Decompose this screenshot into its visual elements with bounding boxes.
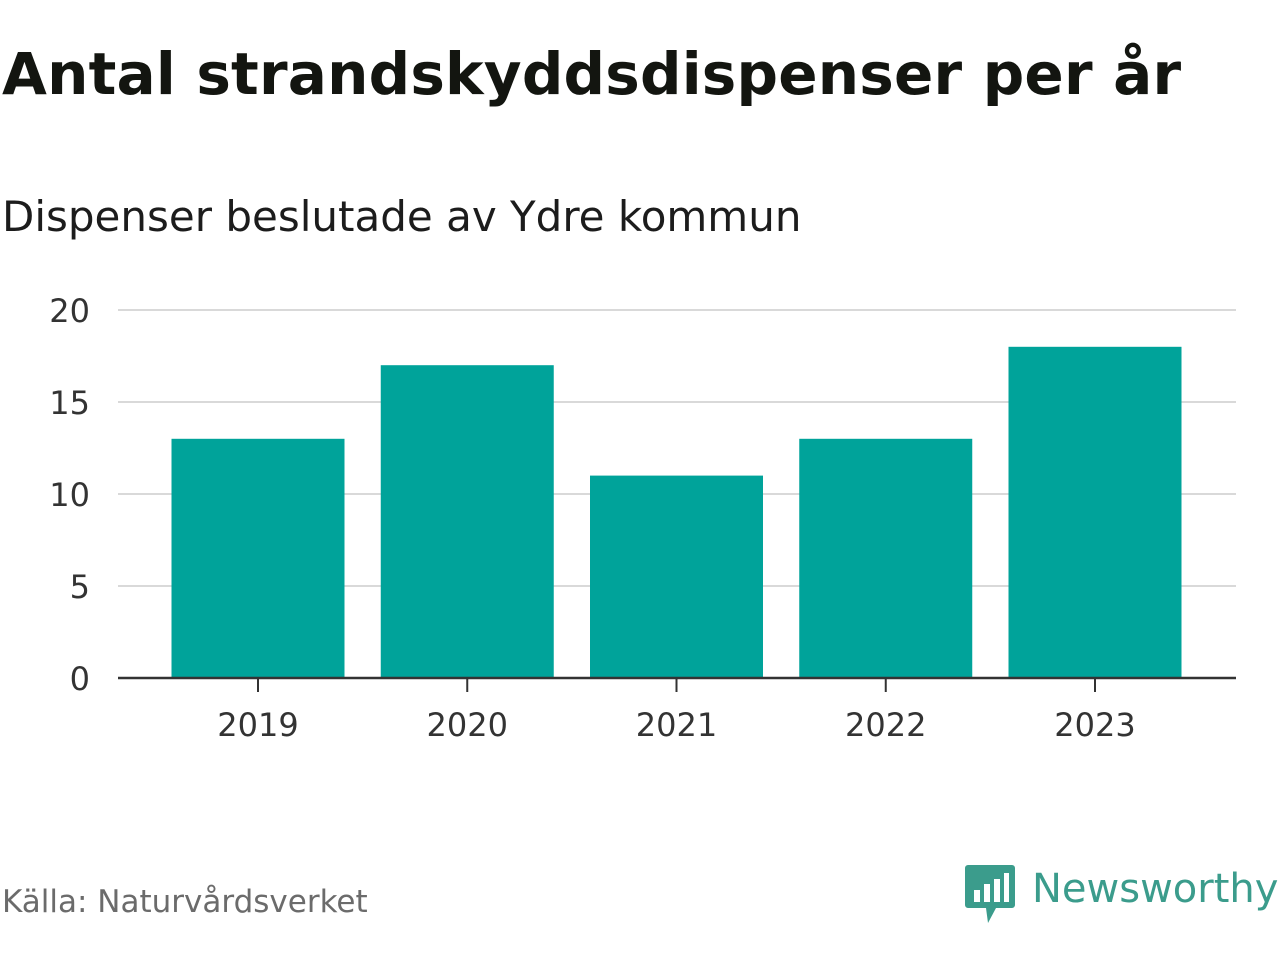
- bar-chart: 0 5 10 15 20 2019 2020 2021 2022 2023: [49, 292, 1236, 744]
- chart-title: Antal strandskyddsdispenser per år: [2, 40, 1182, 108]
- x-tick-label: 2021: [636, 706, 717, 744]
- x-tick-label: 2023: [1054, 706, 1135, 744]
- brand-name: Newsworthy: [1032, 866, 1279, 912]
- brand-logo[interactable]: Newsworthy: [964, 862, 1278, 926]
- bar-2022[interactable]: [799, 438, 973, 678]
- y-axis-ticks: 0 5 10 15 20: [49, 292, 90, 698]
- chart-subtitle: Dispenser beslutade av Ydre kommun: [2, 192, 802, 241]
- y-tick-label: 0: [70, 660, 90, 698]
- x-tick-label: 2022: [845, 706, 926, 744]
- bars: [171, 346, 1182, 678]
- bar-2023[interactable]: [1008, 346, 1182, 678]
- x-axis: [118, 676, 1236, 692]
- y-tick-label: 20: [49, 292, 90, 330]
- x-axis-ticks: 2019 2020 2021 2022 2023: [217, 706, 1135, 744]
- x-tick-label: 2020: [427, 706, 508, 744]
- y-tick-label: 10: [49, 476, 90, 514]
- bar-2020[interactable]: [380, 365, 554, 678]
- bar-2019[interactable]: [171, 438, 345, 678]
- source-note: Källa: Naturvårdsverket: [2, 884, 368, 920]
- bar-chart-speech-bubble-icon: [965, 865, 1015, 923]
- y-tick-label: 15: [49, 384, 90, 422]
- bar-2021[interactable]: [590, 475, 763, 678]
- y-tick-label: 5: [70, 568, 90, 606]
- x-tick-label: 2019: [217, 706, 298, 744]
